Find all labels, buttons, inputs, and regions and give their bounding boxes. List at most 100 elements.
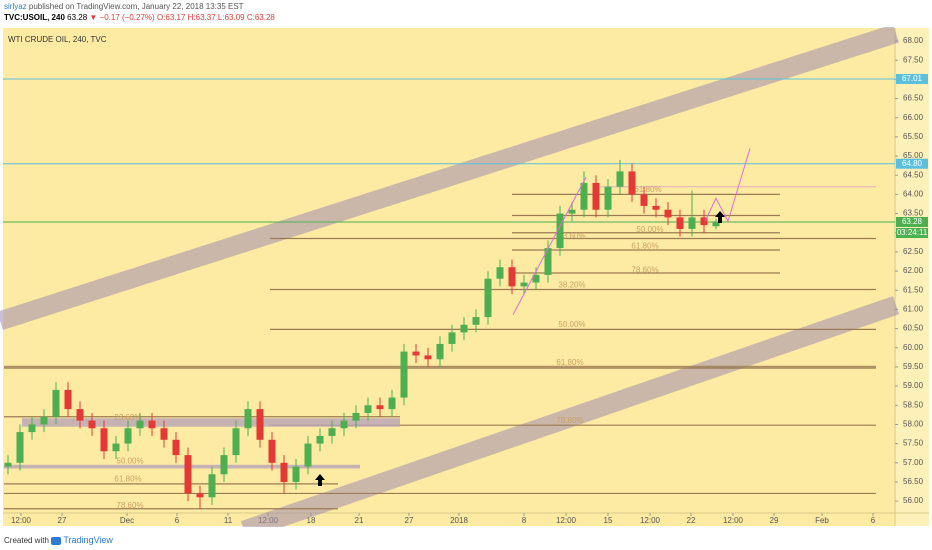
y-tick-label: 59.00 bbox=[903, 381, 924, 390]
candle-body bbox=[688, 217, 696, 229]
candle-body bbox=[520, 282, 528, 287]
ohlc: L:63.09 bbox=[217, 13, 245, 22]
y-tick-label: 63.50 bbox=[903, 209, 924, 218]
header-line: sirlyaz published on TradingView.com, Ja… bbox=[4, 2, 244, 11]
x-tick-label: 21 bbox=[355, 516, 364, 525]
x-tick-label: 12:00 bbox=[11, 516, 32, 525]
candle-body bbox=[484, 278, 492, 318]
fib-label: 78.60% bbox=[631, 265, 658, 274]
channel-band bbox=[240, 296, 900, 527]
candle-body bbox=[496, 267, 504, 279]
y-tick-label: 62.50 bbox=[903, 247, 924, 256]
price-tag bbox=[896, 158, 928, 169]
candle-body bbox=[172, 439, 180, 456]
fib-label: 38.20% bbox=[558, 280, 585, 289]
fib-label: 61.80% bbox=[556, 358, 583, 367]
y-tick-label: 66.50 bbox=[903, 94, 924, 103]
fib-label: 50.00% bbox=[116, 456, 143, 465]
arrow-up bbox=[715, 211, 725, 223]
brand[interactable]: TradingView bbox=[63, 535, 113, 545]
candle-body bbox=[304, 443, 312, 467]
candle-body bbox=[124, 428, 132, 444]
candle-body bbox=[76, 409, 84, 421]
x-tick-label: 2018 bbox=[450, 516, 468, 525]
candle-body bbox=[700, 217, 708, 226]
x-tick-label: 8 bbox=[522, 516, 527, 525]
candle-body bbox=[328, 428, 336, 436]
candle-body bbox=[640, 194, 648, 206]
candle-body bbox=[244, 409, 252, 429]
candle-body bbox=[652, 205, 660, 210]
x-tick-label: 29 bbox=[770, 516, 779, 525]
candle-body bbox=[532, 274, 540, 283]
y-tick-label: 60.00 bbox=[903, 343, 924, 352]
fib-label: 50.00% bbox=[558, 320, 585, 329]
x-tick-label: 27 bbox=[58, 516, 67, 525]
author[interactable]: sirlyaz bbox=[4, 2, 27, 11]
x-tick-label: 12:00 bbox=[556, 516, 577, 525]
x-tick-label: 27 bbox=[405, 516, 414, 525]
y-tick-label: 57.50 bbox=[903, 439, 924, 448]
candle-body bbox=[400, 351, 408, 398]
y-tick-label: 60.50 bbox=[903, 324, 924, 333]
countdown-tag bbox=[896, 228, 928, 238]
candle-body bbox=[364, 405, 372, 413]
y-tick-label: 59.50 bbox=[903, 362, 924, 371]
candle-body bbox=[112, 443, 120, 452]
y-tick-label: 61.00 bbox=[903, 305, 924, 314]
price-tag-label: 64.80 bbox=[902, 159, 923, 168]
candle-body bbox=[184, 455, 192, 494]
candle-body bbox=[616, 171, 624, 187]
candle-body bbox=[460, 324, 468, 333]
candle-body bbox=[412, 351, 420, 356]
fib-label: 50.00% bbox=[636, 225, 663, 234]
chart-title: WTI CRUDE OIL, 240, TVC bbox=[8, 35, 107, 44]
candle-body bbox=[508, 267, 516, 287]
trend-line bbox=[512, 176, 587, 316]
candle-body bbox=[664, 209, 672, 218]
price-axis-bg bbox=[895, 28, 929, 526]
price-tag-label: 63.28 bbox=[902, 217, 923, 226]
candle-body bbox=[568, 209, 576, 214]
candle-body bbox=[580, 182, 588, 210]
candle-body bbox=[64, 389, 72, 410]
y-tick-label: 62.00 bbox=[903, 266, 924, 275]
candle-body bbox=[340, 420, 348, 429]
y-tick-label: 56.00 bbox=[903, 496, 924, 505]
published: published on TradingView.com, January 22… bbox=[28, 2, 244, 11]
candle-body bbox=[352, 412, 360, 421]
candle-body bbox=[268, 439, 276, 463]
price-tag bbox=[896, 73, 928, 84]
candle-body bbox=[544, 248, 552, 275]
channel-band bbox=[0, 27, 899, 331]
candle-body bbox=[628, 171, 636, 195]
chart: WTI CRUDE OIL, 240, TVC 56.00 56.50 57.00 5… bbox=[0, 27, 929, 527]
trend-line bbox=[704, 148, 751, 223]
x-tick-label: 6 bbox=[871, 516, 876, 525]
symbol-line: TVC:USOIL, 240 63.28 ▼ −0.17 (−0.27%) O:… bbox=[4, 13, 275, 22]
x-tick-label: 12:00 bbox=[640, 516, 661, 525]
arrow-up bbox=[315, 474, 325, 486]
candle-body bbox=[4, 462, 12, 467]
candle-body bbox=[280, 462, 288, 482]
candle-body bbox=[676, 217, 684, 229]
created: Created with bbox=[4, 536, 49, 545]
x-tick-label: 18 bbox=[307, 516, 316, 525]
change: ▼ −0.17 (−0.27%) bbox=[89, 13, 155, 22]
candle-body bbox=[148, 420, 156, 429]
candle-body bbox=[40, 416, 48, 425]
x-tick-label: 11 bbox=[224, 516, 233, 525]
y-tick-label: 57.00 bbox=[903, 458, 924, 467]
candle-body bbox=[316, 435, 324, 444]
candle-body bbox=[232, 428, 240, 456]
y-tick-label: 58.00 bbox=[903, 420, 924, 429]
candle-body bbox=[712, 222, 720, 227]
candle-body bbox=[220, 455, 228, 475]
fib-label: 78.60% bbox=[556, 416, 583, 425]
y-tick-label: 66.00 bbox=[903, 113, 924, 122]
fib-label: 23.60% bbox=[114, 413, 141, 422]
y-tick-label: 68.00 bbox=[903, 36, 924, 45]
footer: Created with TradingView bbox=[4, 535, 113, 545]
y-tick-label: 67.50 bbox=[903, 55, 924, 64]
fib-label: 61.80% bbox=[114, 474, 141, 483]
